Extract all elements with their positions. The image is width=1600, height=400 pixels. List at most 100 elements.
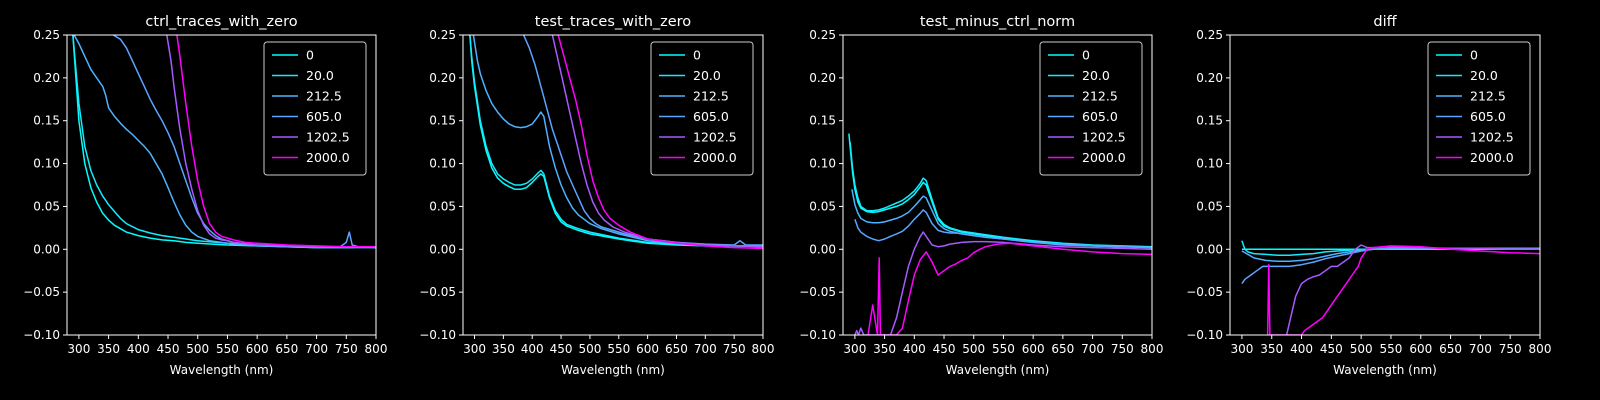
x-tick-label: 550 [607, 342, 630, 356]
x-tick-label: 350 [873, 342, 896, 356]
legend-label: 605.0 [306, 109, 342, 124]
series-line-212.5 [73, 35, 376, 249]
y-tick-label: 0.20 [429, 71, 456, 85]
series-lines [848, 133, 1152, 335]
legend-label: 212.5 [1470, 89, 1506, 104]
legend: 0 20.0 212.5 605.0 1202.5 2000.0 [263, 41, 367, 176]
x-tick-label: 750 [723, 342, 746, 356]
y-tick-label: 0.05 [33, 199, 60, 213]
legend-label: 20.0 [1470, 68, 1498, 83]
x-tick-label: 700 [305, 342, 328, 356]
x-tick-label: 700 [1081, 342, 1104, 356]
legend-label: 20.0 [1082, 68, 1110, 83]
x-tick-label: 750 [335, 342, 358, 356]
y-tick-label: 0.00 [429, 242, 456, 256]
y-tick-label: −0.10 [799, 328, 836, 342]
x-tick-label: 300 [1230, 342, 1253, 356]
series-line-212.5 [472, 35, 763, 247]
x-tick-label: 600 [246, 342, 269, 356]
series-line-2000.0 [557, 35, 763, 250]
legend-label: 2000.0 [693, 150, 737, 165]
legend-label: 605.0 [693, 109, 729, 124]
y-tick-label: 0.10 [429, 157, 456, 171]
x-tick-label: 500 [962, 342, 985, 356]
x-tick-label: 800 [365, 342, 388, 356]
series-line-0 [848, 133, 1152, 248]
legend-label: 1202.5 [1470, 130, 1514, 145]
legend-label: 212.5 [693, 89, 729, 104]
series-line-20.0 [849, 142, 1152, 248]
series-line-605.0 [854, 209, 1152, 249]
y-tick-label: −0.05 [1186, 285, 1223, 299]
chart-title: diff [1373, 14, 1397, 30]
x-tick-label: 400 [1290, 342, 1313, 356]
legend: 0 20.0 212.5 605.0 1202.5 2000.0 [1039, 41, 1143, 176]
legend-label: 20.0 [306, 68, 334, 83]
y-tick-label: 0.20 [809, 71, 836, 85]
chart-title: test_traces_with_zero [535, 14, 692, 30]
series-lines [72, 35, 376, 249]
y-tick-label: 0.10 [33, 157, 60, 171]
series-line-20.0 [469, 35, 763, 247]
x-tick-label: 550 [216, 342, 239, 356]
y-tick-label: 0.10 [1196, 157, 1223, 171]
legend: 0 20.0 212.5 605.0 1202.5 2000.0 [650, 41, 754, 176]
series-line-0 [469, 35, 763, 248]
legend-label: 212.5 [1082, 89, 1118, 104]
y-tick-label: 0.10 [809, 157, 836, 171]
x-tick-label: 750 [1499, 342, 1522, 356]
legend-label: 20.0 [693, 68, 721, 83]
series-line-2000.0 [1266, 245, 1540, 335]
x-tick-label: 800 [752, 342, 775, 356]
x-tick-label: 350 [492, 342, 515, 356]
series-line-1202.5 [166, 35, 376, 248]
y-tick-label: 0.15 [809, 114, 836, 128]
legend-label: 0 [1082, 48, 1090, 63]
y-tick-label: 0.05 [1196, 199, 1223, 213]
series-line-2000.0 [176, 35, 376, 248]
legend: 0 20.0 212.5 605.0 1202.5 2000.0 [1427, 41, 1531, 176]
x-tick-label: 800 [1141, 342, 1164, 356]
x-tick-label: 450 [157, 342, 180, 356]
y-tick-label: −0.05 [799, 285, 836, 299]
series-line-605.0 [522, 35, 763, 246]
legend-label: 2000.0 [1082, 150, 1126, 165]
chart-title: ctrl_traces_with_zero [145, 14, 297, 30]
x-axis-label: Wavelength (nm) [561, 363, 665, 377]
x-tick-label: 500 [1350, 342, 1373, 356]
x-tick-label: 600 [1022, 342, 1045, 356]
y-tick-label: 0.20 [1196, 71, 1223, 85]
axes-frame [66, 34, 377, 336]
legend-label: 1202.5 [1082, 130, 1126, 145]
x-tick-label: 300 [463, 342, 486, 356]
y-tick-label: 0.20 [33, 71, 60, 85]
x-tick-label: 400 [521, 342, 544, 356]
x-tick-label: 350 [1260, 342, 1283, 356]
y-tick-label: −0.10 [23, 328, 60, 342]
chart-panel-4: diff 300 350 400 450 500 550 600 650 700 750 800 −0.… [1186, 14, 1551, 377]
x-tick-label: 500 [578, 342, 601, 356]
legend-label: 1202.5 [693, 130, 737, 145]
x-tick-label: 450 [550, 342, 573, 356]
series-lines [469, 35, 763, 250]
x-tick-label: 550 [992, 342, 1015, 356]
series-line-1202.5 [551, 35, 763, 248]
y-tick-label: 0.25 [33, 28, 60, 42]
x-tick-label: 350 [97, 342, 120, 356]
y-tick-label: −0.05 [419, 285, 456, 299]
y-tick-label: 0.05 [429, 199, 456, 213]
y-tick-label: 0.25 [429, 28, 456, 42]
chart-title: test_minus_ctrl_norm [920, 14, 1075, 30]
x-tick-label: 750 [1111, 342, 1134, 356]
series-lines [1241, 240, 1540, 335]
series-line-2000.0 [867, 242, 1152, 335]
y-tick-label: −0.10 [1186, 328, 1223, 342]
legend-label: 0 [1470, 48, 1478, 63]
x-tick-label: 650 [1439, 342, 1462, 356]
x-tick-label: 650 [1051, 342, 1074, 356]
legend-label: 1202.5 [306, 130, 350, 145]
axes-frame [1229, 34, 1541, 336]
legend-label: 0 [693, 48, 701, 63]
axes-frame [462, 34, 764, 336]
chart-panel-3: test_minus_ctrl_norm 300 350 400 450 500 550 60… [799, 14, 1163, 377]
